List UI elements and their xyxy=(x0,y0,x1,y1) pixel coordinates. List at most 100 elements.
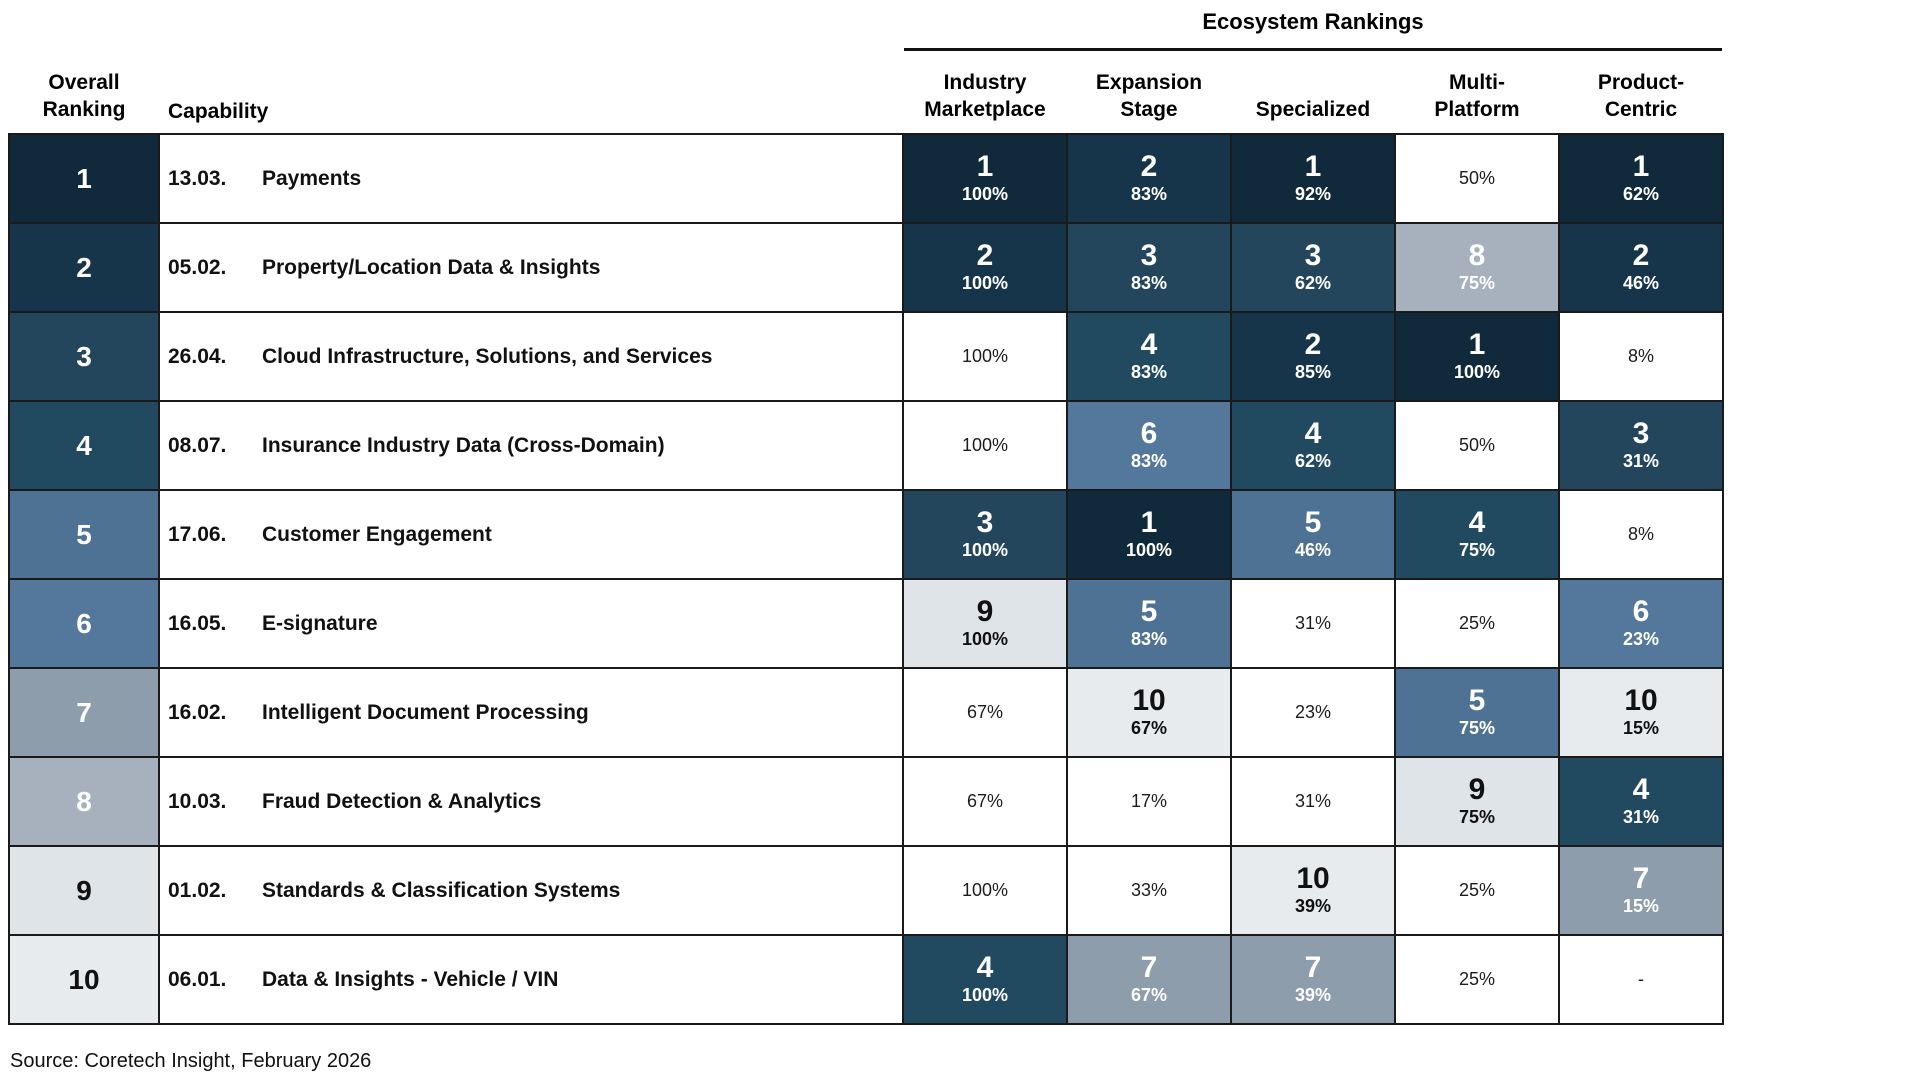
column-header-product-centric: Product- Centric xyxy=(1597,70,1685,122)
capability-cell: 16.05. E-signature xyxy=(160,580,902,667)
metric-cell-specialized: 31% xyxy=(1232,758,1394,845)
metric-cell-industry-marketplace: 100% xyxy=(904,402,1066,489)
capability-name: Insurance Industry Data (Cross-Domain) xyxy=(262,433,665,457)
column-header-capability: Capability xyxy=(168,100,269,123)
metric-cell-industry-marketplace: 2 100% xyxy=(904,224,1066,311)
metric-share: 75% xyxy=(1458,718,1496,738)
metric-rank: 3 xyxy=(976,505,994,539)
capability-cell: 17.06. Customer Engagement xyxy=(160,491,902,578)
metric-share: 15% xyxy=(1622,896,1660,916)
metric-share: 75% xyxy=(1458,273,1496,293)
metric-share: 85% xyxy=(1294,362,1332,382)
metric-cell-product-centric: - xyxy=(1560,936,1722,1023)
metric-cell-expansion-stage: 1 100% xyxy=(1068,491,1230,578)
metric-cell-industry-marketplace: 100% xyxy=(904,847,1066,934)
overall-ranking-cell: 2 xyxy=(10,224,158,311)
capability-cell: 26.04. Cloud Infrastructure, Solutions, a… xyxy=(160,313,902,400)
capability-name: Standards & Classification Systems xyxy=(262,878,621,902)
metric-rank: 2 xyxy=(1632,238,1650,272)
overall-ranking-cell: 6 xyxy=(10,580,158,667)
metric-share: 31% xyxy=(1294,791,1332,811)
metric-cell-industry-marketplace: 1 100% xyxy=(904,135,1066,222)
metric-cell-specialized: 10 39% xyxy=(1232,847,1394,934)
metric-share: 100% xyxy=(961,273,1009,293)
column-header-overall-ranking: Overall Ranking xyxy=(42,70,126,122)
capability-code: 08.07. xyxy=(168,433,227,457)
capability-name: Customer Engagement xyxy=(262,522,492,546)
capability-name: Payments xyxy=(262,166,362,190)
metric-share: 92% xyxy=(1294,184,1332,204)
metric-rank: 9 xyxy=(1468,772,1486,806)
metric-share: 50% xyxy=(1458,168,1496,188)
metric-share: 31% xyxy=(1294,613,1332,633)
metric-share: 67% xyxy=(1130,718,1168,738)
metric-share: 67% xyxy=(966,791,1004,811)
capability-cell: 08.07. Insurance Industry Data (Cross-Dom… xyxy=(160,402,902,489)
metric-cell-specialized: 23% xyxy=(1232,669,1394,756)
metric-rank: 1 xyxy=(1468,327,1486,361)
capability-name: E-signature xyxy=(262,611,378,635)
metric-rank: 4 xyxy=(1140,327,1158,361)
metric-rank: 5 xyxy=(1140,594,1158,628)
metric-cell-expansion-stage: 10 67% xyxy=(1068,669,1230,756)
metric-cell-expansion-stage: 33% xyxy=(1068,847,1230,934)
metric-share: 25% xyxy=(1458,880,1496,900)
overall-ranking-cell: 7 xyxy=(10,669,158,756)
column-header-industry-marketplace: Industry Marketplace xyxy=(924,70,1046,122)
metric-cell-specialized: 31% xyxy=(1232,580,1394,667)
metric-cell-expansion-stage: 6 83% xyxy=(1068,402,1230,489)
metric-cell-multi-platform: 1 100% xyxy=(1396,313,1558,400)
column-header-expansion-stage: Expansion Stage xyxy=(1095,70,1203,122)
metric-rank: 1 xyxy=(1632,149,1650,183)
metric-share: 100% xyxy=(961,880,1009,900)
metric-rank: 1 xyxy=(976,149,994,183)
capability-code: 05.02. xyxy=(168,255,227,279)
metric-cell-product-centric: 1 62% xyxy=(1560,135,1722,222)
metric-share: 31% xyxy=(1622,451,1660,471)
metric-share: 100% xyxy=(961,346,1009,366)
capability-code: 13.03. xyxy=(168,166,227,190)
metric-cell-multi-platform: 25% xyxy=(1396,847,1558,934)
metric-share: 23% xyxy=(1294,702,1332,722)
metric-cell-multi-platform: 50% xyxy=(1396,402,1558,489)
metric-share: 25% xyxy=(1458,969,1496,989)
metric-rank: 6 xyxy=(1632,594,1650,628)
title-underline xyxy=(904,48,1722,51)
metric-rank: 4 xyxy=(1632,772,1650,806)
metric-cell-specialized: 5 46% xyxy=(1232,491,1394,578)
capability-cell: 13.03. Payments xyxy=(160,135,902,222)
metric-share: 39% xyxy=(1294,896,1332,916)
metric-cell-specialized: 3 62% xyxy=(1232,224,1394,311)
metric-cell-specialized: 1 92% xyxy=(1232,135,1394,222)
metric-share: 75% xyxy=(1458,540,1496,560)
metric-cell-product-centric: 7 15% xyxy=(1560,847,1722,934)
metric-cell-expansion-stage: 17% xyxy=(1068,758,1230,845)
metric-rank: 4 xyxy=(1304,416,1322,450)
metric-share: 83% xyxy=(1130,362,1168,382)
metric-cell-multi-platform: 5 75% xyxy=(1396,669,1558,756)
metric-cell-product-centric: 10 15% xyxy=(1560,669,1722,756)
metric-rank: 10 xyxy=(1132,683,1166,717)
rankings-table-body: 1 13.03. Payments 1 100% 2 83% 1 92% 50% 1 62% 2 05.0… xyxy=(8,133,1724,1025)
metric-cell-industry-marketplace: 67% xyxy=(904,669,1066,756)
metric-rank: 2 xyxy=(976,238,994,272)
capability-cell: 05.02. Property/Location Data & Insights xyxy=(160,224,902,311)
metric-share: 15% xyxy=(1622,718,1660,738)
capability-cell: 06.01. Data & Insights - Vehicle / VIN xyxy=(160,936,902,1023)
metric-share: 83% xyxy=(1130,184,1168,204)
metric-share: 33% xyxy=(1130,880,1168,900)
capability-name: Fraud Detection & Analytics xyxy=(262,789,542,813)
metric-cell-multi-platform: 9 75% xyxy=(1396,758,1558,845)
capability-cell: 10.03. Fraud Detection & Analytics xyxy=(160,758,902,845)
metric-rank: 3 xyxy=(1140,238,1158,272)
metric-rank: 1 xyxy=(1304,149,1322,183)
metric-cell-specialized: 4 62% xyxy=(1232,402,1394,489)
metric-cell-expansion-stage: 3 83% xyxy=(1068,224,1230,311)
overall-ranking-cell: 10 xyxy=(10,936,158,1023)
metric-share: 17% xyxy=(1130,791,1168,811)
overall-ranking-cell: 8 xyxy=(10,758,158,845)
metric-cell-expansion-stage: 4 83% xyxy=(1068,313,1230,400)
metric-rank: 8 xyxy=(1468,238,1486,272)
metric-rank: 9 xyxy=(976,594,994,628)
